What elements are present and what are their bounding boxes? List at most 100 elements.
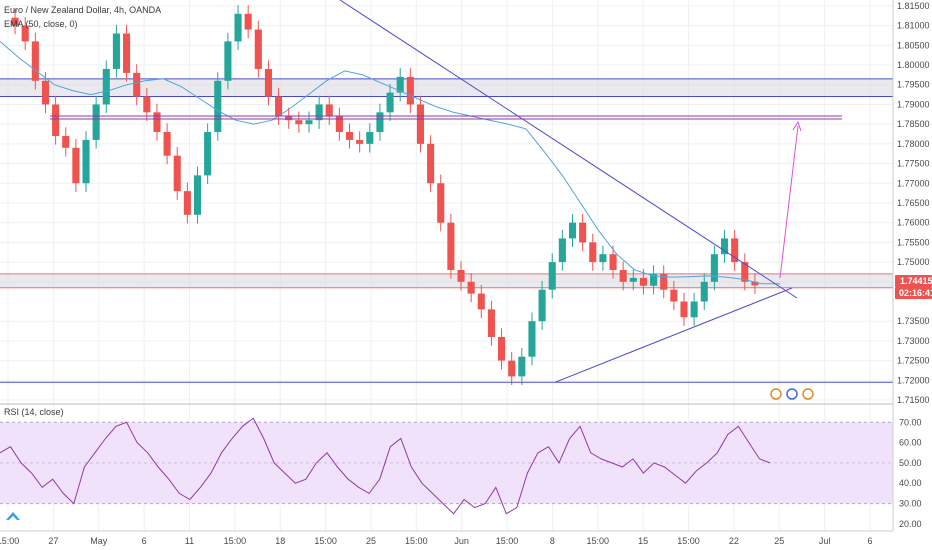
time-tick-label: May <box>90 536 108 546</box>
projection-arrow[interactable] <box>779 125 799 279</box>
candle-body <box>133 72 141 97</box>
countdown-tag: 02:16:41 <box>895 287 932 299</box>
candle-body <box>599 254 607 263</box>
tradingview-logo-icon[interactable] <box>6 512 20 520</box>
time-tick-label: 6 <box>867 536 872 546</box>
time-tick-label: 25 <box>366 536 376 546</box>
event-marker-icon[interactable] <box>802 388 814 400</box>
event-marker-icon[interactable] <box>786 388 798 400</box>
candle-body <box>741 262 749 282</box>
candle-body <box>254 29 262 69</box>
time-tick-label: 15:00 <box>405 536 428 546</box>
event-marker-icon[interactable] <box>770 388 782 400</box>
descending-trendline[interactable] <box>339 0 798 299</box>
rsi-line <box>0 417 771 515</box>
trendline-drawings[interactable] <box>0 0 893 383</box>
rsi-legend[interactable]: RSI (14, close) <box>4 407 64 417</box>
ascending-trendline[interactable] <box>554 287 793 383</box>
price-tick-label: 1.73500 <box>897 316 930 326</box>
candle-body <box>396 76 404 93</box>
rsi-axis[interactable]: 70.00 60.00 50.00 40.00 30.00 20.00 <box>899 417 922 529</box>
candle-body <box>72 147 80 184</box>
time-tick-label: 11 <box>185 536 194 546</box>
price-tick-label: 1.75500 <box>897 237 930 247</box>
price-tick-label: 1.77500 <box>897 159 930 169</box>
time-tick-label: 15:00 <box>314 536 337 546</box>
candle-body <box>224 41 232 81</box>
candle-body <box>153 112 161 133</box>
candle-body <box>356 139 364 144</box>
price-axis[interactable]: 1.81500 1.81000 1.80500 1.80000 1.79500 1.790… <box>897 1 930 405</box>
candle-body <box>295 120 303 125</box>
candle-body <box>498 336 506 361</box>
time-tick-label: 15:00 <box>677 536 700 546</box>
candle-body <box>163 132 171 156</box>
price-tick-label: 1.72500 <box>897 356 930 366</box>
candle-body <box>123 33 131 73</box>
candle-body <box>457 269 465 282</box>
candle-body <box>11 17 19 26</box>
candle-body <box>264 68 272 97</box>
candle-body <box>386 92 394 113</box>
candle-body <box>710 254 718 282</box>
candle-body <box>193 175 202 215</box>
candle-body <box>437 183 445 223</box>
candle-body <box>52 104 60 136</box>
time-tick-label: 18 <box>275 536 285 546</box>
price-tick-label: 1.81500 <box>897 1 930 11</box>
rsi-tick-label: 20.00 <box>899 519 922 529</box>
projection-arrowhead-icon <box>792 120 802 132</box>
price-tick-label: 1.73000 <box>897 336 930 346</box>
candle-body <box>518 356 526 377</box>
candle-body <box>731 238 739 263</box>
candle-body <box>345 132 354 140</box>
candle-body <box>619 269 627 282</box>
candle-body <box>579 222 587 243</box>
candle-body <box>538 289 546 322</box>
candle-body <box>173 155 181 192</box>
symbol-legend[interactable]: Euro / New Zealand Dollar, 4h, OANDA <box>4 5 161 15</box>
candle-body <box>325 104 333 117</box>
price-tick-label: 1.71500 <box>897 395 930 405</box>
price-tick-label: 1.80000 <box>897 60 930 70</box>
candle-body <box>427 143 435 184</box>
time-tick-label: Jul <box>819 536 831 546</box>
time-tick-label: 27 <box>48 536 58 546</box>
candle-body <box>285 116 293 121</box>
last-price-label: 1.74415 <box>900 276 932 286</box>
candle-body <box>234 13 242 42</box>
event-markers[interactable] <box>770 388 814 400</box>
candle-body <box>62 135 70 148</box>
candle-body <box>335 116 343 133</box>
candle-body <box>31 41 39 81</box>
countdown-label: 02:16:41 <box>899 288 932 298</box>
price-tick-label: 1.79000 <box>897 99 930 109</box>
rsi-tick-label: 30.00 <box>899 499 922 509</box>
candlestick-series <box>11 5 759 386</box>
time-axis[interactable]: 15:00 27 May 6 11 15:00 18 15:00 25 15:00 Jun 15:00… <box>0 536 873 546</box>
candle-body <box>660 273 668 290</box>
candle-body <box>568 222 577 239</box>
time-tick-label: 6 <box>142 536 147 546</box>
price-tick-label: 1.76000 <box>897 218 930 228</box>
candle-body <box>751 281 759 286</box>
rsi-tick-label: 60.00 <box>899 438 922 448</box>
time-tick-label: 25 <box>774 536 784 546</box>
price-tick-label: 1.78500 <box>897 119 930 129</box>
candle-body <box>589 242 597 263</box>
candle-body <box>700 281 708 302</box>
candle-body <box>467 281 475 294</box>
ema-legend[interactable]: EMA (50, close, 0) <box>4 19 78 29</box>
candle-body <box>720 238 729 255</box>
price-tick-label: 1.75000 <box>897 257 930 267</box>
candle-body <box>366 132 374 144</box>
candle-body <box>143 96 151 113</box>
candle-body <box>41 80 50 105</box>
candle-body <box>548 262 556 290</box>
candle-body <box>315 104 323 121</box>
candle-body <box>690 301 698 318</box>
zone-rect <box>0 273 893 288</box>
candle-body <box>680 301 688 318</box>
candle-body <box>639 277 647 286</box>
